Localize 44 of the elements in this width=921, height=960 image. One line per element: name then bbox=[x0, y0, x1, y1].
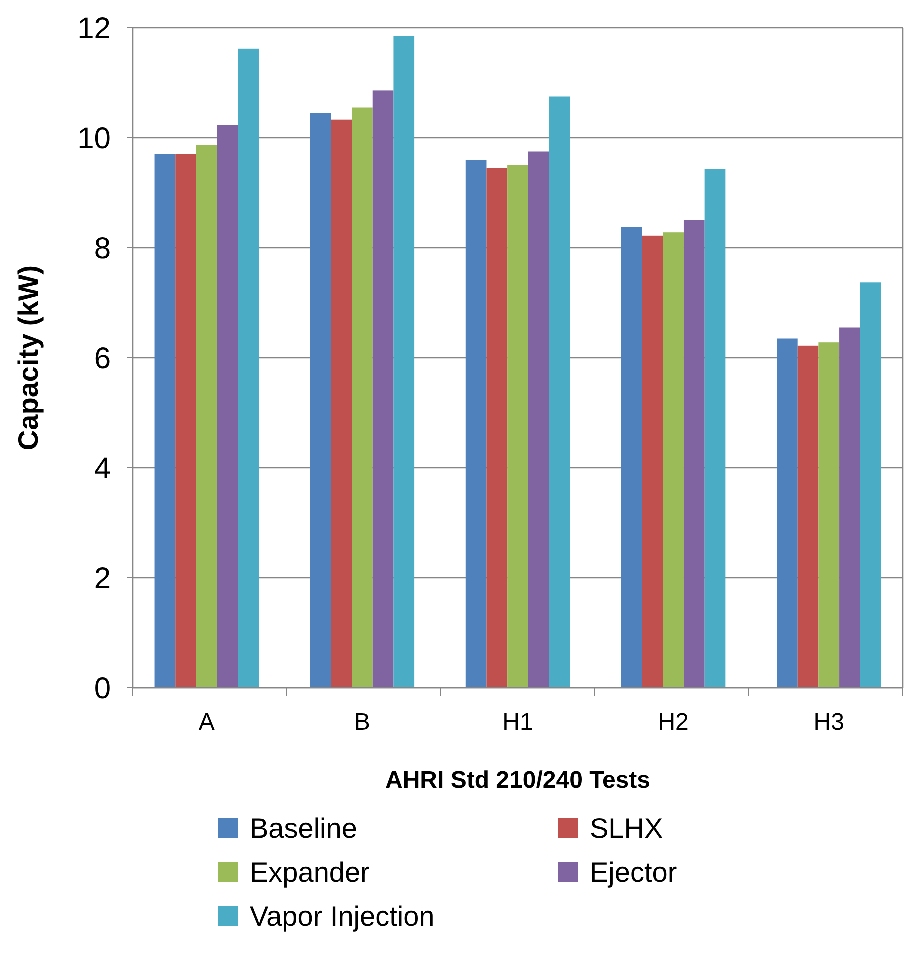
y-tick-label: 12 bbox=[78, 12, 111, 46]
y-tick-label: 6 bbox=[94, 342, 111, 376]
legend-label: Expander bbox=[250, 856, 370, 888]
y-tick-label: 8 bbox=[94, 232, 111, 266]
bar bbox=[528, 152, 550, 688]
bar bbox=[176, 154, 196, 688]
bar bbox=[684, 220, 705, 688]
y-tick-label: 4 bbox=[94, 452, 111, 486]
bar bbox=[704, 169, 726, 688]
bar bbox=[777, 338, 798, 688]
bar bbox=[154, 154, 176, 688]
bar bbox=[466, 160, 487, 688]
bar bbox=[621, 227, 642, 688]
x-tick-label: H3 bbox=[814, 709, 844, 736]
bar bbox=[549, 96, 570, 688]
bar bbox=[818, 342, 840, 688]
x-tick-label: A bbox=[198, 709, 215, 736]
legend-label: Baseline bbox=[250, 812, 358, 844]
bar bbox=[310, 113, 332, 688]
bar bbox=[642, 236, 664, 688]
x-axis-title: AHRI Std 210/240 Tests bbox=[386, 767, 650, 794]
bar bbox=[486, 168, 508, 688]
bar bbox=[196, 145, 218, 688]
bar bbox=[217, 125, 238, 688]
bar bbox=[798, 346, 819, 688]
bar bbox=[840, 328, 860, 688]
y-tick-label: 10 bbox=[78, 122, 111, 156]
bar bbox=[331, 120, 352, 688]
bar bbox=[394, 36, 415, 688]
legend-label: Vapor Injection bbox=[250, 900, 435, 932]
y-axis-title: Capacity (kW) bbox=[13, 265, 44, 451]
bar bbox=[663, 232, 684, 688]
legend-label: Ejector bbox=[590, 856, 678, 888]
x-tick-label: H1 bbox=[502, 709, 534, 736]
bar bbox=[352, 108, 373, 688]
x-tick-label: B bbox=[354, 709, 370, 736]
y-tick-label: 0 bbox=[94, 672, 111, 706]
bar bbox=[238, 48, 259, 688]
y-tick-label: 2 bbox=[94, 562, 111, 596]
x-tick-label: H2 bbox=[658, 709, 689, 736]
legend-label: SLHX bbox=[590, 812, 664, 844]
bar bbox=[860, 282, 882, 688]
bar bbox=[508, 166, 528, 688]
bar bbox=[372, 90, 394, 688]
